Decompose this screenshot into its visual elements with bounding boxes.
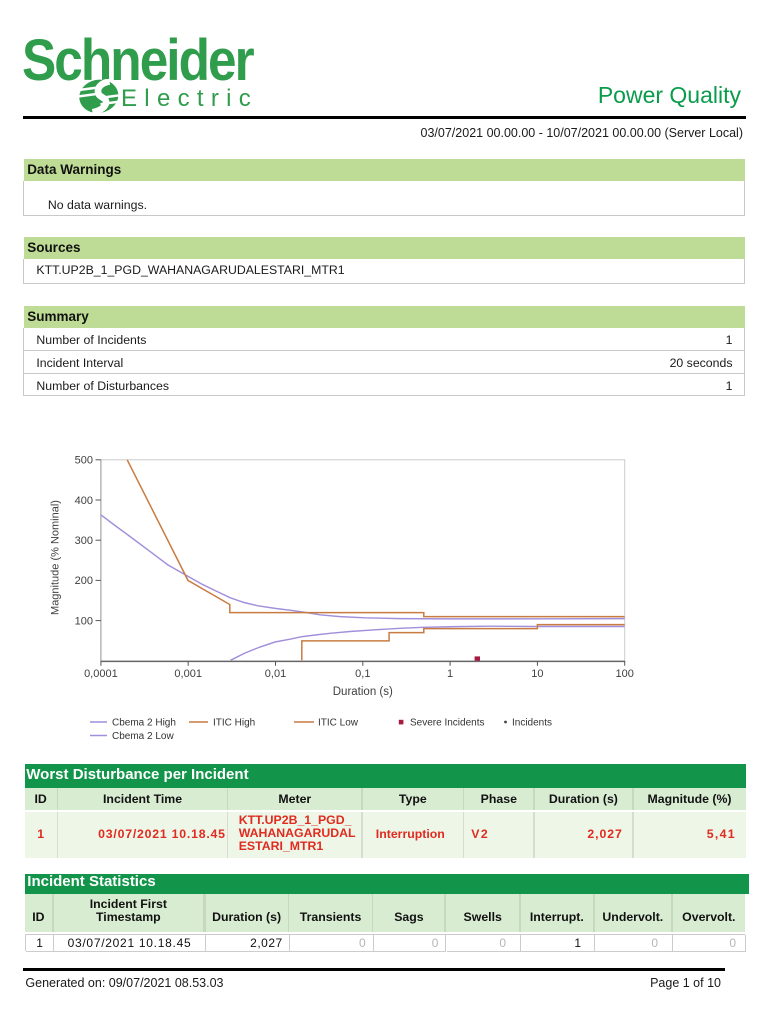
svg-text:ITIC Low: ITIC Low [318,718,359,729]
svg-text:Cbema 2 Low: Cbema 2 Low [112,731,174,742]
svg-text:Incidents: Incidents [512,718,552,729]
svg-text:Duration (s): Duration (s) [333,686,393,698]
svg-text:Severe Incidents: Severe Incidents [410,718,485,729]
svg-text:100: 100 [75,615,93,627]
svg-text:300: 300 [75,535,93,547]
svg-text:0,001: 0,001 [174,668,202,680]
svg-text:10: 10 [531,668,543,680]
svg-text:ITIC High: ITIC High [213,718,255,729]
svg-text:500: 500 [75,455,93,467]
svg-text:200: 200 [75,575,93,587]
svg-text:0,01: 0,01 [265,668,286,680]
svg-text:100: 100 [616,668,634,680]
svg-text:400: 400 [75,495,93,507]
svg-text:0,1: 0,1 [355,668,370,680]
svg-text:Magnitude (% Nominal): Magnitude (% Nominal) [49,500,61,615]
svg-text:Cbema 2 High: Cbema 2 High [112,718,176,729]
svg-text:0,0001: 0,0001 [84,668,118,680]
svg-text:1: 1 [447,668,453,680]
